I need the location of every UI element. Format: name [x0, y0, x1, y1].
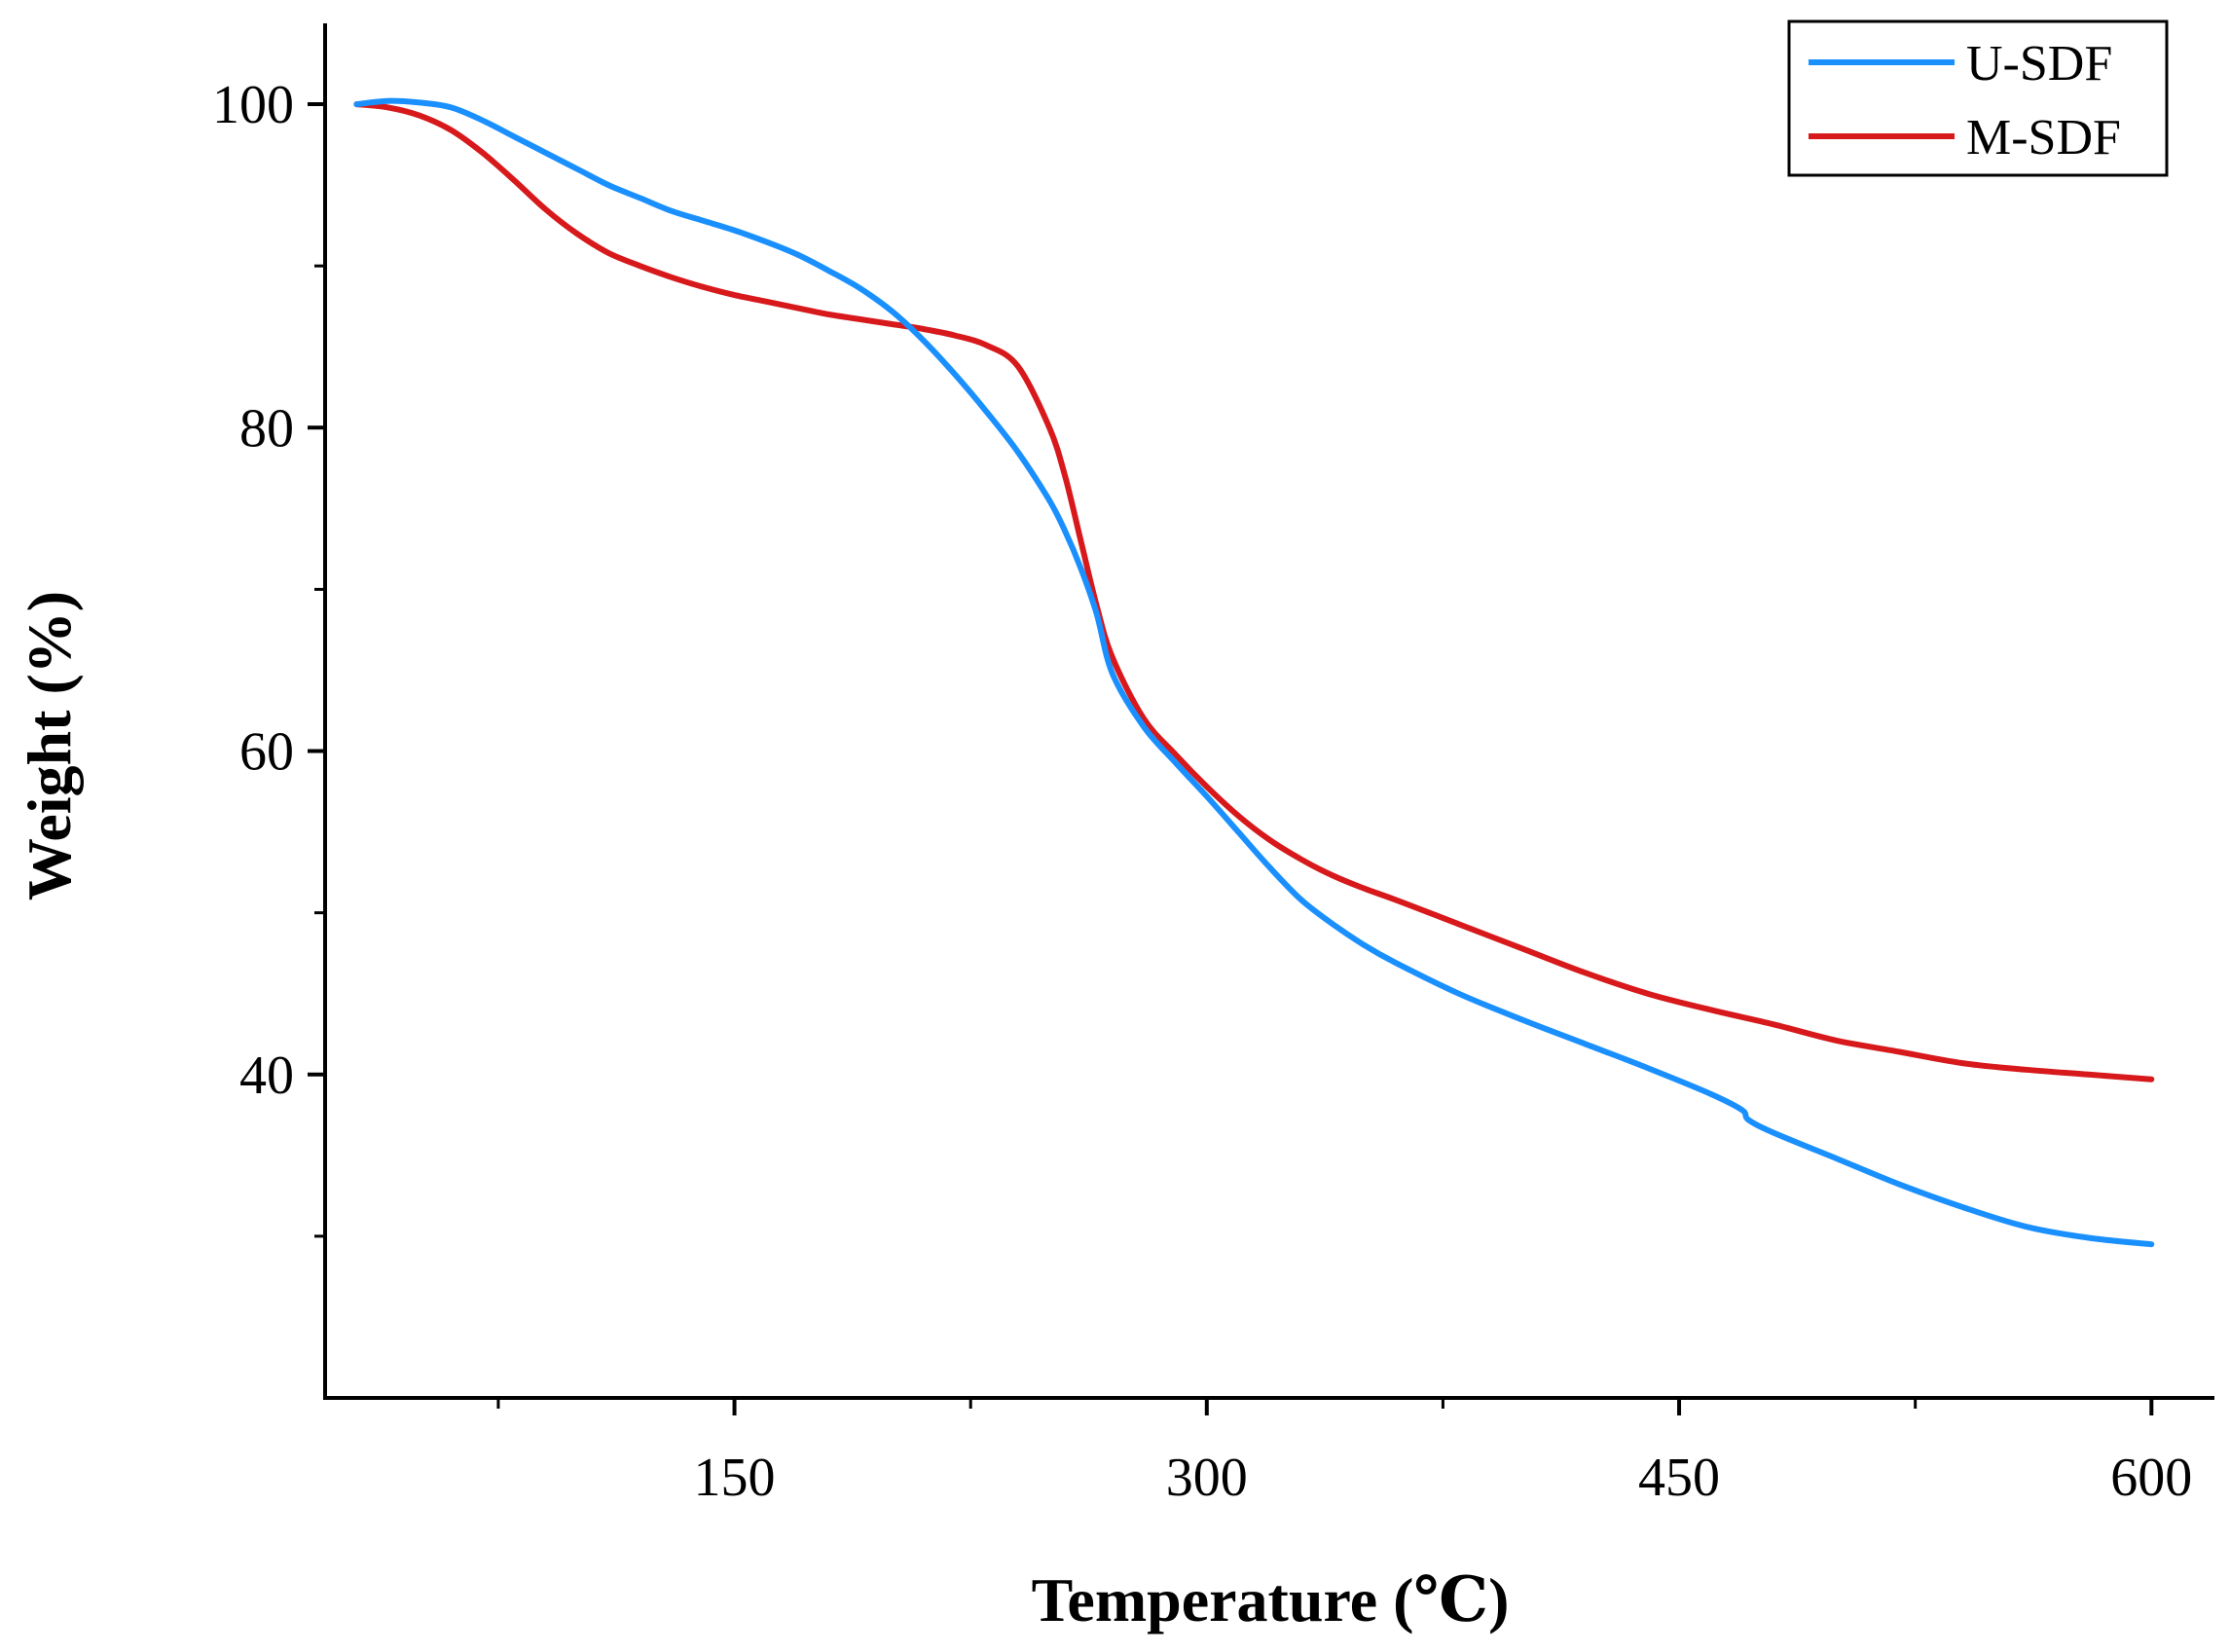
- x-tick-label: 150: [694, 1448, 776, 1508]
- legend-box: [1787, 19, 2169, 177]
- series-line-u-sdf: [353, 97, 2155, 1248]
- y-tick-label: 80: [239, 398, 294, 459]
- legend-label-u-sdf: U-SDF: [1966, 36, 2112, 92]
- x-tick-label: 600: [2110, 1448, 2192, 1508]
- x-tick-label: 300: [1166, 1448, 1248, 1508]
- y-axis-title: Weight (%): [15, 591, 84, 900]
- series-layer: [353, 97, 2155, 1248]
- x-axis-title: Temperature (℃): [1032, 1565, 1510, 1634]
- y-tick-label: 60: [239, 722, 294, 783]
- x-tick-label: 450: [1638, 1448, 1720, 1508]
- legend-label-m-sdf: M-SDF: [1966, 110, 2121, 165]
- legend: U-SDF M-SDF: [1787, 19, 2169, 177]
- y-tick-label: 100: [212, 75, 294, 135]
- y-tick-label: 40: [239, 1046, 294, 1106]
- series-line-m-sdf: [353, 101, 2155, 1083]
- tick-layer: 150 300 450 600 40 60 80 100: [212, 75, 2192, 1508]
